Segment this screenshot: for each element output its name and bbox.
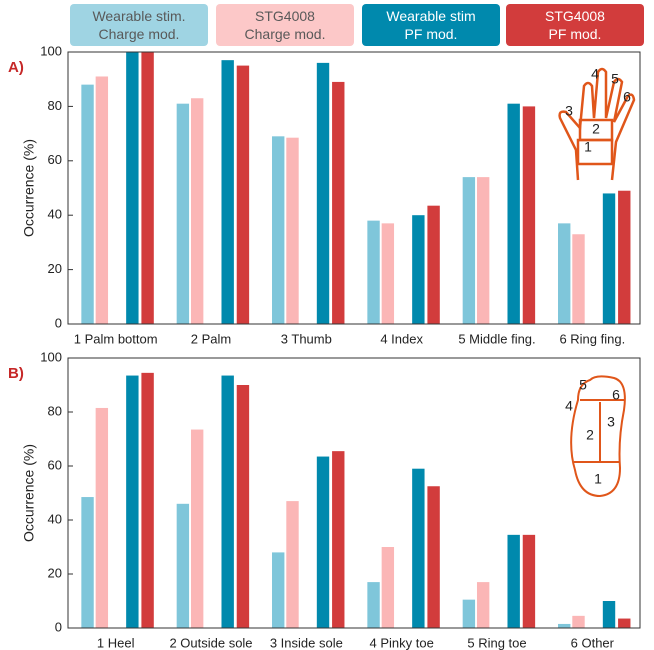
x-tick-label: 2 Outside sole: [169, 635, 252, 650]
bar: [572, 616, 584, 628]
x-tick-label: 5 Middle fing.: [458, 331, 535, 346]
x-tick-label: 5 Ring toe: [467, 635, 526, 650]
y-tick-label: 20: [48, 261, 62, 276]
bar: [177, 504, 189, 628]
diagram-label: 5: [579, 377, 587, 393]
bar: [603, 601, 615, 628]
bar: [382, 223, 394, 324]
x-tick-label: 3 Thumb: [281, 331, 332, 346]
bar: [237, 385, 249, 628]
bar: [477, 582, 489, 628]
bar: [286, 138, 298, 324]
bar: [332, 82, 344, 324]
y-tick-label: 60: [48, 457, 62, 472]
y-tick-label: 100: [40, 349, 62, 364]
bar: [412, 469, 424, 628]
bar: [427, 206, 439, 324]
panel-label: B): [8, 365, 24, 382]
bar: [317, 457, 329, 628]
bar: [507, 535, 519, 628]
y-axis-label: Occurrence (%): [21, 139, 37, 237]
x-tick-label: 4 Index: [380, 331, 423, 346]
bar: [237, 66, 249, 324]
diagram-label: 5: [611, 71, 619, 87]
bar: [618, 191, 630, 324]
y-tick-label: 0: [55, 619, 62, 634]
bar: [286, 501, 298, 628]
y-axis-label: Occurrence (%): [21, 444, 37, 542]
diagram-label: 2: [586, 427, 594, 443]
x-tick-label: 1 Palm bottom: [74, 331, 158, 346]
diagram-label: 6: [623, 89, 631, 105]
bar: [618, 619, 630, 628]
y-tick-label: 20: [48, 565, 62, 580]
legend-entry: Wearable stim PF mod.: [362, 4, 500, 46]
y-tick-label: 80: [48, 403, 62, 418]
axes-frame: [68, 52, 640, 324]
bar: [126, 376, 138, 628]
bar: [317, 63, 329, 324]
bar: [221, 376, 233, 628]
bar: [412, 215, 424, 324]
bar: [507, 104, 519, 324]
legend-entry: STG4008 Charge mod.: [216, 4, 354, 46]
diagram-label: 3: [565, 103, 573, 119]
y-tick-label: 80: [48, 98, 62, 113]
bar: [221, 60, 233, 324]
diagram-label: 1: [584, 139, 592, 155]
bar: [367, 582, 379, 628]
bar: [191, 98, 203, 324]
bar: [523, 535, 535, 628]
bar: [141, 373, 153, 628]
bar: [81, 85, 93, 324]
x-tick-label: 4 Pinky toe: [370, 635, 434, 650]
bar: [272, 552, 284, 628]
bar: [96, 76, 108, 324]
diagram-label: 4: [591, 66, 599, 82]
page: A)Occurrence (%)0204060801001 Palm botto…: [0, 0, 654, 650]
bar: [558, 624, 570, 628]
y-tick-label: 60: [48, 152, 62, 167]
bar: [572, 234, 584, 324]
panel-label: A): [8, 59, 24, 76]
x-tick-label: 2 Palm: [191, 331, 231, 346]
bar: [477, 177, 489, 324]
y-tick-label: 0: [55, 315, 62, 330]
y-tick-label: 40: [48, 511, 62, 526]
bar: [272, 136, 284, 324]
bar: [126, 52, 138, 324]
x-tick-label: 6 Other: [571, 635, 615, 650]
diagram-label: 3: [607, 414, 615, 430]
bar: [382, 547, 394, 628]
bar: [523, 106, 535, 324]
diagram-label: 2: [592, 121, 600, 137]
bar: [81, 497, 93, 628]
diagram-label: 6: [612, 387, 620, 403]
legend-entry: Wearable stim. Charge mod.: [70, 4, 208, 46]
bar: [96, 408, 108, 628]
bar: [603, 193, 615, 324]
bar: [463, 177, 475, 324]
bar: [427, 486, 439, 628]
bar: [332, 451, 344, 628]
bar: [558, 223, 570, 324]
bar: [367, 221, 379, 324]
x-tick-label: 3 Inside sole: [270, 635, 343, 650]
diagram-label: 4: [565, 398, 573, 414]
y-tick-label: 100: [40, 43, 62, 58]
legend-entry: STG4008 PF mod.: [506, 4, 644, 46]
axes-frame: [68, 358, 640, 628]
x-tick-label: 6 Ring fing.: [559, 331, 625, 346]
x-tick-label: 1 Heel: [97, 635, 135, 650]
chart: A)Occurrence (%)0204060801001 Palm botto…: [0, 0, 654, 650]
y-tick-label: 40: [48, 207, 62, 222]
bar: [463, 600, 475, 628]
diagram-label: 1: [594, 471, 602, 487]
bar: [191, 430, 203, 628]
bar: [177, 104, 189, 324]
bar: [141, 52, 153, 324]
